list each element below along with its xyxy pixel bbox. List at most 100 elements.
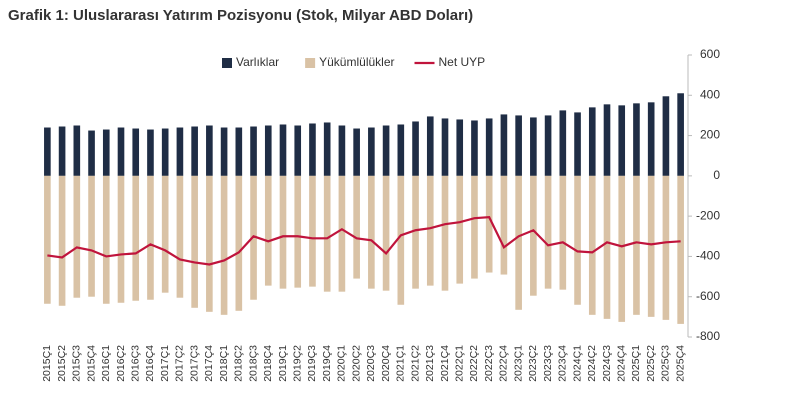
x-tick-label: 2023Ç4 bbox=[557, 345, 569, 382]
bar bbox=[544, 115, 552, 176]
bar bbox=[603, 175, 611, 319]
bar bbox=[353, 128, 360, 176]
bar bbox=[338, 175, 346, 292]
x-tick-label: 2018Ç4 bbox=[262, 345, 274, 382]
bar bbox=[161, 128, 169, 176]
x-tick-label: 2022Ç4 bbox=[498, 345, 510, 382]
x-tick-label: 2020Ç2 bbox=[350, 345, 362, 382]
bar bbox=[132, 175, 140, 301]
bar bbox=[88, 175, 95, 297]
bar bbox=[574, 175, 581, 305]
x-tick-label: 2022Ç1 bbox=[454, 345, 466, 382]
x-tick-label: 2019Ç2 bbox=[292, 345, 304, 382]
bar bbox=[294, 125, 302, 176]
x-tick-label: 2016Ç3 bbox=[130, 345, 142, 382]
bar bbox=[176, 175, 184, 298]
y-tick-label: -400 bbox=[696, 249, 720, 263]
x-tick-label: 2020Ç3 bbox=[365, 345, 377, 382]
bar bbox=[132, 128, 140, 176]
x-tick-label: 2017Ç4 bbox=[203, 345, 215, 382]
bar bbox=[588, 175, 596, 315]
bar bbox=[44, 127, 51, 176]
bar bbox=[58, 175, 66, 306]
bar bbox=[58, 126, 66, 176]
bar bbox=[633, 175, 640, 315]
bar bbox=[191, 126, 198, 176]
chart-title: Grafik 1: Uluslararası Yatırım Pozisyonu… bbox=[8, 7, 473, 24]
x-tick-label: 2025Ç4 bbox=[674, 345, 686, 382]
x-tick-label: 2024Ç1 bbox=[571, 345, 583, 382]
x-tick-label: 2021Ç2 bbox=[409, 345, 421, 382]
x-tick-label: 2017Ç2 bbox=[174, 345, 186, 382]
bar bbox=[441, 175, 449, 291]
bar bbox=[235, 127, 243, 176]
x-tick-label: 2020Ç1 bbox=[336, 345, 348, 382]
bar bbox=[279, 175, 287, 289]
bar bbox=[250, 126, 257, 176]
x-tick-label: 2021Ç3 bbox=[424, 345, 436, 382]
bar bbox=[279, 124, 287, 176]
bar bbox=[530, 117, 537, 176]
bar bbox=[662, 96, 670, 176]
bar bbox=[102, 175, 110, 304]
x-tick-label: 2016Ç2 bbox=[115, 345, 127, 382]
bar bbox=[73, 125, 81, 176]
x-tick-label: 2019Ç3 bbox=[306, 345, 318, 382]
bar bbox=[426, 175, 434, 286]
bar bbox=[323, 175, 331, 292]
legend-label: Yükümlülükler bbox=[319, 55, 394, 69]
bar bbox=[515, 175, 522, 310]
x-tick-label: 2018Ç3 bbox=[247, 345, 259, 382]
bar bbox=[662, 175, 670, 320]
bar bbox=[530, 175, 537, 296]
bar bbox=[441, 118, 449, 176]
bar bbox=[147, 129, 154, 176]
bar bbox=[426, 116, 434, 176]
x-tick-label: 2015Ç1 bbox=[41, 345, 53, 382]
bar bbox=[456, 175, 464, 284]
bar bbox=[117, 127, 125, 176]
x-tick-label: 2022Ç2 bbox=[468, 345, 480, 382]
bar bbox=[647, 102, 655, 176]
y-tick-label: 400 bbox=[700, 87, 720, 101]
x-tick-label: 2024Ç4 bbox=[616, 345, 628, 382]
x-tick-label: 2021Ç4 bbox=[439, 345, 451, 382]
x-tick-label: 2024Ç2 bbox=[586, 345, 598, 382]
bar bbox=[633, 103, 640, 176]
bar bbox=[559, 175, 567, 290]
x-tick-label: 2021Ç1 bbox=[395, 345, 407, 382]
x-tick-label: 2022Ç3 bbox=[483, 345, 495, 382]
bar bbox=[471, 120, 478, 176]
x-tick-label: 2018Ç1 bbox=[218, 345, 230, 382]
bar bbox=[206, 125, 213, 176]
bar bbox=[220, 175, 228, 315]
bar bbox=[485, 175, 493, 273]
bar bbox=[323, 122, 331, 176]
bar bbox=[500, 114, 508, 176]
bar bbox=[161, 175, 169, 293]
bar bbox=[44, 175, 51, 304]
x-tick-label: 2023Ç3 bbox=[542, 345, 554, 382]
y-tick-label: 600 bbox=[700, 47, 720, 61]
bar bbox=[471, 175, 478, 279]
bar bbox=[515, 115, 522, 176]
x-tick-label: 2017Ç1 bbox=[159, 345, 171, 382]
x-tick-label: 2024Ç3 bbox=[601, 345, 613, 382]
x-tick-label: 2025Ç3 bbox=[660, 345, 672, 382]
y-tick-label: -600 bbox=[696, 289, 720, 303]
bar bbox=[309, 123, 316, 176]
bar bbox=[338, 125, 346, 176]
bar bbox=[618, 105, 626, 176]
bar bbox=[368, 127, 375, 176]
y-tick-label: 0 bbox=[713, 168, 720, 182]
bar bbox=[353, 175, 360, 279]
x-tick-label: 2016Ç1 bbox=[100, 345, 112, 382]
x-tick-label: 2016Ç4 bbox=[144, 345, 156, 382]
x-tick-label: 2019Ç4 bbox=[321, 345, 333, 382]
bar bbox=[88, 130, 95, 176]
bar bbox=[382, 125, 390, 176]
x-tick-label: 2019Ç1 bbox=[277, 345, 289, 382]
bar bbox=[574, 112, 581, 176]
bar bbox=[368, 175, 375, 289]
